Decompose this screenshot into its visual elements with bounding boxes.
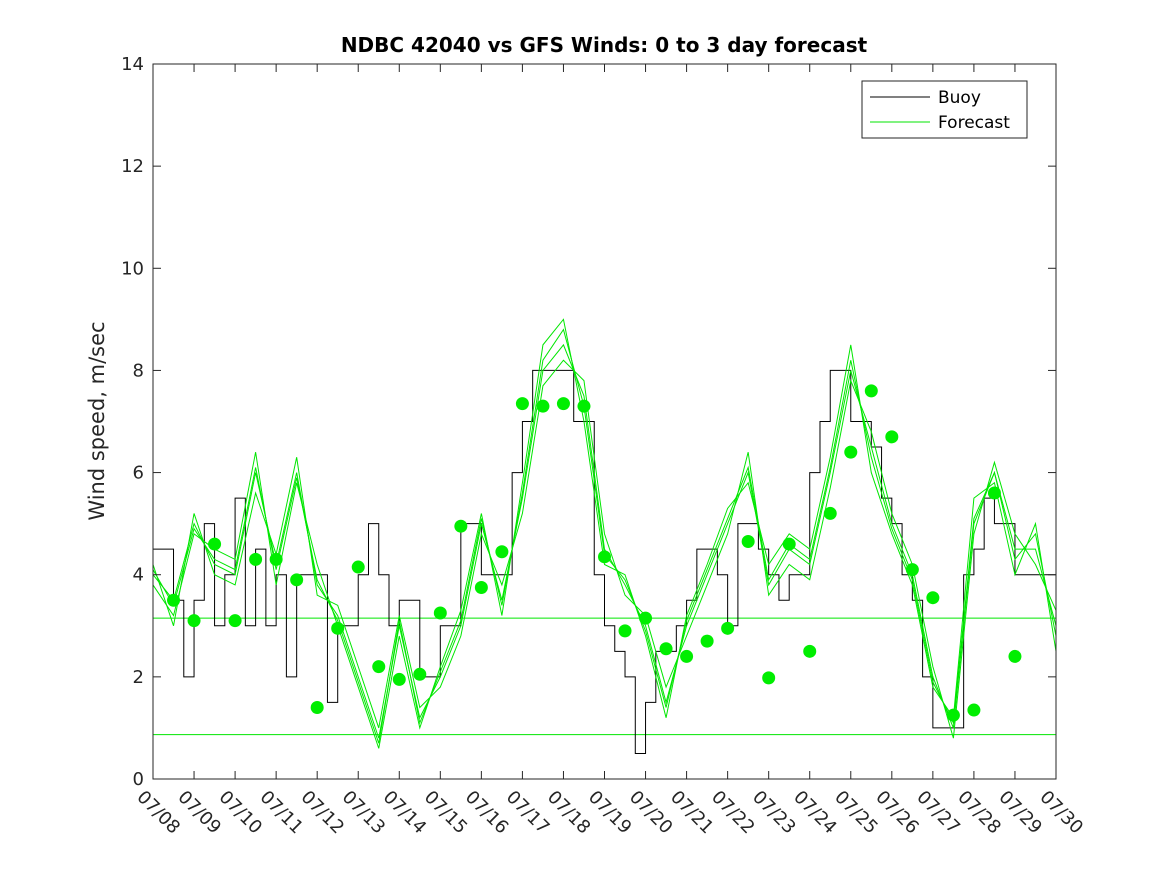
y-tick-label: 10 [121, 258, 144, 279]
forecast-point [721, 621, 735, 635]
forecast-point [556, 397, 570, 411]
chart-title: NDBC 42040 vs GFS Winds: 0 to 3 day fore… [341, 33, 868, 57]
plot-area [152, 318, 1057, 754]
forecast-point [577, 399, 591, 413]
forecast-point [372, 660, 386, 674]
forecast-point [885, 430, 899, 444]
legend-box [861, 80, 1028, 139]
forecast-point [926, 591, 940, 605]
forecast-point [762, 671, 776, 685]
y-tick-label: 14 [121, 54, 144, 75]
forecast-point [290, 573, 304, 587]
forecast-point [782, 537, 796, 551]
forecast-point [515, 397, 529, 411]
forecast-point [946, 708, 960, 722]
legend: Buoy Forecast [861, 80, 1028, 139]
forecast-point [495, 545, 509, 559]
legend-forecast-label: Forecast [938, 113, 1010, 133]
forecast-point [331, 621, 345, 635]
forecast-point [351, 560, 365, 574]
forecast-point [536, 399, 550, 413]
y-tick-label: 2 [133, 667, 144, 688]
forecast-point [598, 550, 611, 564]
buoy-line [153, 369, 1057, 754]
forecast-point [413, 667, 427, 681]
forecast-point [905, 563, 919, 577]
forecast-point [864, 384, 878, 398]
forecast-point [187, 614, 201, 628]
y-axis-label: Wind speed, m/sec [85, 321, 109, 520]
forecast-point [474, 580, 488, 594]
forecast-point [618, 624, 632, 638]
forecast-point [208, 537, 222, 551]
forecast-point [967, 703, 981, 717]
forecast-line-2 [152, 359, 1057, 739]
forecast-point [803, 644, 817, 658]
forecast-point [167, 593, 181, 607]
forecast-point [680, 649, 694, 663]
y-tick-label: 4 [133, 565, 144, 586]
forecast-point [249, 552, 263, 566]
forecast-point [392, 672, 406, 686]
forecast-point [844, 445, 858, 459]
forecast-point [269, 552, 283, 566]
forecast-point [433, 606, 447, 620]
forecast-point [700, 634, 714, 648]
y-tick-label: 8 [133, 360, 144, 381]
y-tick-label: 0 [133, 769, 144, 790]
forecast-point [639, 611, 653, 625]
legend-buoy-label: Buoy [938, 88, 981, 108]
y-tick-label: 12 [121, 156, 144, 177]
forecast-point [659, 642, 673, 656]
forecast-point [823, 506, 837, 520]
forecast-point [454, 519, 468, 533]
forecast-point [228, 614, 242, 628]
forecast-point [1008, 649, 1022, 663]
forecast-point [310, 701, 324, 714]
y-tick-label: 6 [133, 463, 144, 484]
forecast-point [987, 486, 1001, 500]
forecast-point [741, 535, 755, 549]
